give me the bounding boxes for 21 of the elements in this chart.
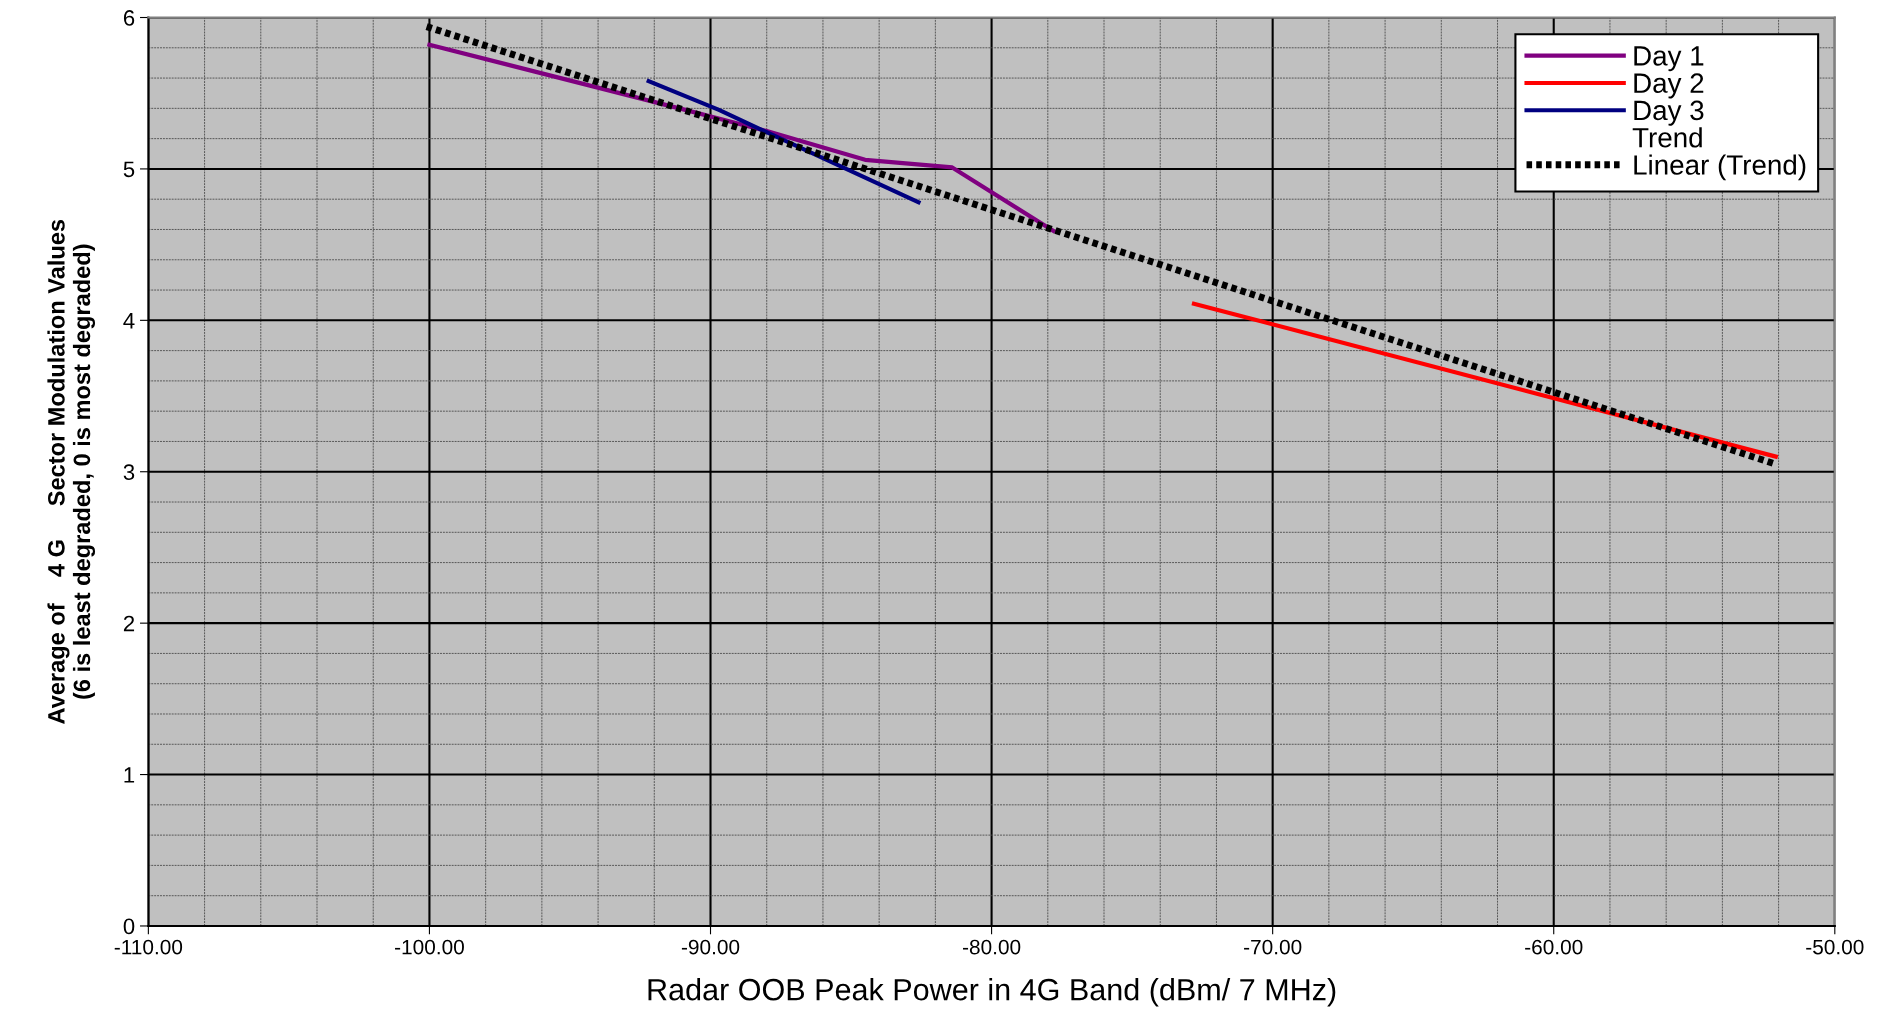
y-tick-label: 4 — [123, 313, 135, 329]
x-tick-label: -50.00 — [1806, 939, 1864, 955]
legend-label: Linear (Trend) — [1634, 154, 1806, 181]
x-tick-label: -70.00 — [1244, 939, 1302, 955]
y-tick-label: 2 — [123, 615, 135, 632]
y-tick-label: 5 — [123, 161, 135, 178]
x-tick-label: -90.00 — [681, 939, 740, 955]
x-tick-label: -80.00 — [962, 939, 1021, 955]
y-tick-label: 0 — [123, 918, 135, 935]
legend-label: Day 2 — [1634, 73, 1704, 99]
y-axis-title: Average of 4 G Sector Modulation Values (6 is least degraded, 0 is most degraded) — [47, 219, 96, 724]
x-tick-label: -60.00 — [1525, 939, 1583, 955]
text: Trend — [1632, 127, 1702, 148]
x-axis-title: Radar OOB Peak Power in 4G Band (dBm/ 7 MHz) — [648, 978, 1336, 1007]
x-tick-label: -110.00 — [114, 939, 183, 955]
y-tick-label: 6 — [123, 10, 135, 26]
x-tick-label: -100.00 — [395, 939, 464, 955]
y-tick-label: 3 — [123, 464, 135, 481]
legend-label: Day 1 — [1634, 46, 1704, 72]
y-tick-label: 1 — [124, 767, 135, 783]
legend-label: Day 3 — [1634, 100, 1704, 126]
